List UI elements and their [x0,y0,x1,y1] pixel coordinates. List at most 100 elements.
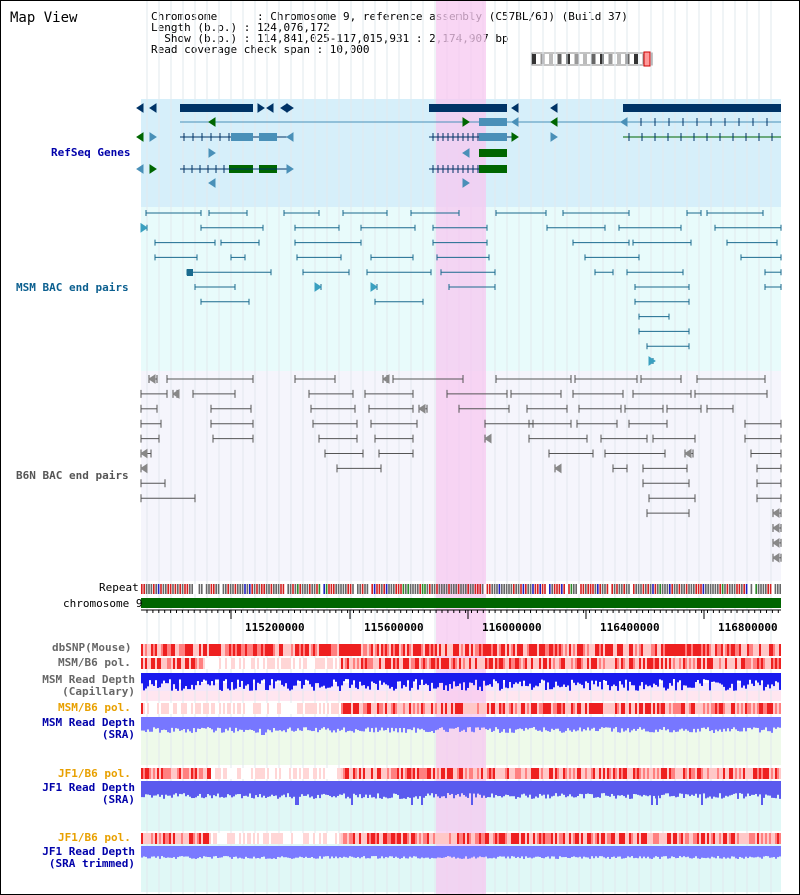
heat-cell [455,768,457,779]
heat-cell [513,658,515,669]
heat-cell [487,833,489,844]
sra-depth-bar [475,846,477,859]
heat-cell [657,644,659,656]
sra-depth-bar [649,781,651,796]
depth-bar [595,673,597,681]
sra-depth-bar [485,717,487,730]
depth-bar [467,673,469,688]
repeat-mark [573,584,575,594]
sra-depth-bar [447,717,449,733]
heat-cell [757,833,759,844]
chromosome-bar [141,598,781,608]
repeat-mark [575,584,577,594]
heat-cell [631,768,633,779]
heat-cell [441,658,443,669]
sra-depth-bar [615,846,617,858]
heat-cell [715,644,717,656]
repeat-mark [222,584,225,594]
depth-bar [713,673,715,682]
depth-bar [521,673,523,687]
repeat-mark [628,584,630,594]
heat-cell [669,658,671,669]
sra-depth-bar [231,717,233,732]
depth-bar [283,673,285,687]
depth-bar [587,673,589,683]
heat-cell [261,703,263,714]
repeat-mark [609,584,611,594]
sra-depth-bar [541,846,543,859]
depth-bar [569,673,571,691]
sra-depth-bar [283,846,285,858]
heat-cell [239,644,241,656]
heat-cell [271,644,273,656]
sra-depth-bar [147,846,149,859]
heat-cell [749,833,751,844]
heat-cell [461,768,463,779]
heat-cell [549,658,551,669]
heat-cell [229,703,231,714]
sra-depth-bar [779,717,781,728]
heat-cell [623,768,625,779]
heat-cell [653,768,655,779]
heat-cell [677,658,679,669]
depth-bar [455,673,457,687]
heat-cell [143,833,145,844]
sra-depth-bar [699,846,701,859]
heat-cell [361,658,363,669]
heat-cell [173,658,175,669]
heat-cell [405,768,407,779]
heat-cell [353,833,355,844]
sra-depth-bar [525,781,527,796]
depth-bar [195,673,197,686]
sra-depth-bar [745,846,747,857]
sra-depth-bar [779,781,781,799]
sra-depth-bar [473,781,475,794]
depth-bar [437,673,439,688]
heat-cell [649,658,651,669]
heat-cell [211,833,213,844]
heat-cell [411,644,413,656]
repeat-mark [191,584,193,594]
sra-depth-bar [231,781,233,798]
sra-depth-bar [605,781,607,796]
sra-depth-bar [467,781,469,798]
sra-depth-bar [177,781,179,797]
heat-cell [663,644,665,656]
depth-bar [411,673,413,688]
sra-depth-bar [579,781,581,794]
repeat-mark [203,584,205,594]
heat-cell [545,703,547,714]
repeat-mark [234,584,237,594]
depth-bar [561,673,563,687]
heat-cell [457,658,459,669]
axis-tick-label: 115200000 [245,621,305,634]
heat-cell [527,658,529,669]
repeat-mark [501,584,503,594]
sra-depth-bar [747,846,749,859]
sra-depth-bar [711,781,713,799]
heat-cell [671,833,673,844]
depth-bar [377,673,379,690]
heat-cell [557,644,559,656]
heat-cell [493,644,495,656]
heat-cell [217,703,219,714]
sra-depth-bar [367,717,369,728]
heat-cell [537,768,539,779]
sra-depth-bar [157,846,159,857]
heat-cell [519,833,521,844]
repeat-mark [673,584,676,594]
heat-cell [187,703,189,714]
repeat-mark [623,584,625,594]
heat-cell [361,768,363,779]
heat-cell [341,644,343,656]
depth-bar [151,673,153,685]
heat-cell [145,703,147,714]
heat-cell [689,658,691,669]
heat-cell [675,833,677,844]
heat-cell [393,768,395,779]
heat-cell [319,703,321,714]
heat-cell [567,658,569,669]
heat-cell [681,768,683,779]
sra-depth-bar [157,717,159,729]
